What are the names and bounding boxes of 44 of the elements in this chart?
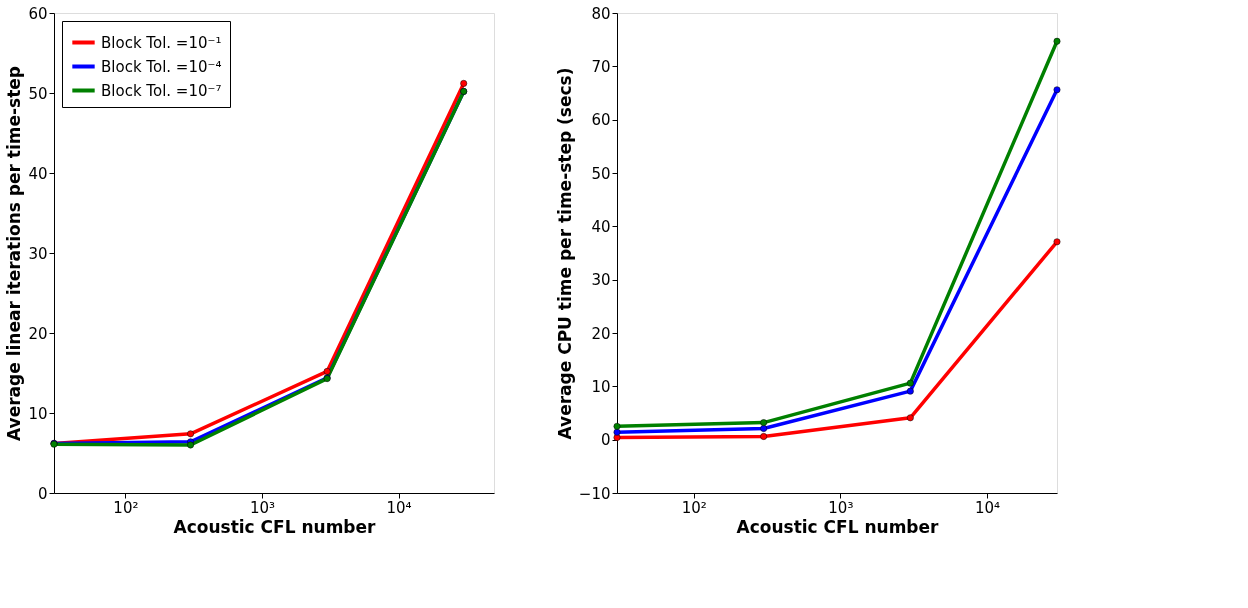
y-tick-label: 10 (28, 404, 48, 423)
point (613, 422, 621, 430)
y-tick-label: 0 (37, 484, 48, 503)
point (906, 379, 914, 387)
legend-label: Block Tol. =10⁻⁷ (101, 81, 222, 100)
y-axis-title: Average linear iterations per time-step (4, 65, 25, 442)
y-tick-label: 20 (591, 324, 611, 343)
y-tick-label: 70 (591, 57, 611, 76)
point (1053, 86, 1061, 94)
point (906, 387, 914, 395)
y-tick-label: 50 (28, 84, 48, 103)
x-tick-label: 10² (681, 498, 707, 517)
y-tick-label: 30 (28, 244, 48, 263)
y-tick-label: 0 (600, 431, 611, 450)
legend-label: Block Tol. =10⁻⁴ (101, 57, 222, 76)
y-axis-title: Average CPU time per time-step (secs) (554, 67, 575, 440)
point (613, 428, 621, 436)
point (187, 430, 194, 438)
y-tick-label: 40 (591, 217, 611, 236)
point (323, 367, 331, 375)
x-tick-label: 10² (113, 498, 139, 517)
x-axis-title: Acoustic CFL number (736, 516, 940, 537)
x-tick-label: 10³ (249, 498, 276, 517)
point (760, 419, 768, 427)
point (1053, 37, 1061, 45)
x-tick-label: 10⁴ (974, 498, 1001, 517)
x-tick-label: 10³ (828, 498, 854, 517)
y-tick-label: −10 (578, 484, 611, 503)
y-tick-label: 50 (591, 164, 611, 183)
x-tick-label: 10⁴ (386, 498, 412, 517)
point (760, 425, 768, 432)
point (1053, 238, 1061, 246)
y-tick-label: 40 (28, 164, 48, 183)
y-tick-label: 60 (28, 4, 48, 23)
point (460, 79, 468, 87)
x-axis-title: Acoustic CFL number (173, 516, 377, 537)
y-tick-label: 10 (591, 377, 611, 396)
y-tick-label: 60 (591, 111, 611, 130)
y-tick-label: 20 (28, 324, 48, 343)
point (760, 433, 768, 440)
y-tick-label: 80 (591, 4, 611, 23)
y-tick-label: 30 (591, 271, 611, 290)
point (906, 414, 914, 422)
legend-label: Block Tol. =10⁻¹ (101, 33, 222, 52)
